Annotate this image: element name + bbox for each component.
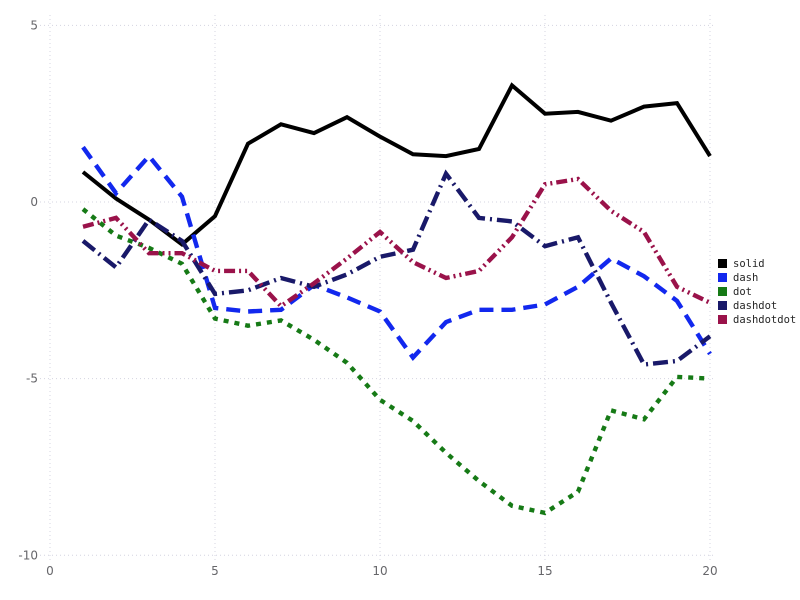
grid bbox=[40, 15, 714, 563]
legend-swatch-dashdotdot-icon bbox=[718, 315, 727, 324]
series-line-solid bbox=[81, 82, 712, 247]
series-line-dash bbox=[81, 145, 712, 361]
y-axis-tick-label: 0 bbox=[30, 195, 38, 209]
legend-swatch-solid-icon bbox=[718, 259, 727, 268]
legend-label: dashdot bbox=[733, 300, 777, 312]
series-line-dot bbox=[81, 207, 711, 516]
y-axis-tick-label: 5 bbox=[30, 18, 38, 32]
legend-label: dashdotdot bbox=[733, 314, 796, 326]
x-axis-tick-label: 15 bbox=[537, 564, 552, 578]
legend-swatch-dot-icon bbox=[718, 287, 727, 296]
legend-swatch-dash-icon bbox=[718, 273, 727, 282]
x-axis-tick-label: 0 bbox=[46, 564, 54, 578]
legend-entry-dot: dot bbox=[718, 286, 752, 298]
legend-entry-dash: dash bbox=[718, 272, 758, 284]
x-axis-tick-label: 20 bbox=[702, 564, 717, 578]
legend-swatch-dashdot-icon bbox=[718, 301, 727, 310]
axis-tick-labels: -10 -5 0 5 0 5 10 15 20 bbox=[18, 18, 717, 578]
series-line-dashdot bbox=[81, 169, 712, 367]
legend-entry-dashdot: dashdot bbox=[718, 300, 777, 312]
legend-label: solid bbox=[733, 258, 765, 270]
legend-label: dot bbox=[733, 286, 752, 298]
y-axis-tick-label: -5 bbox=[26, 372, 38, 386]
legend-entry-dashdotdot: dashdotdot bbox=[718, 314, 796, 326]
y-axis-tick-label: -10 bbox=[18, 548, 38, 562]
legend-label: dash bbox=[733, 272, 758, 284]
x-axis-tick-label: 10 bbox=[372, 564, 387, 578]
series-lines bbox=[81, 82, 712, 516]
legend-entry-solid: solid bbox=[718, 258, 765, 270]
x-axis-tick-label: 5 bbox=[211, 564, 219, 578]
series-line-dashdotdot bbox=[82, 176, 711, 310]
